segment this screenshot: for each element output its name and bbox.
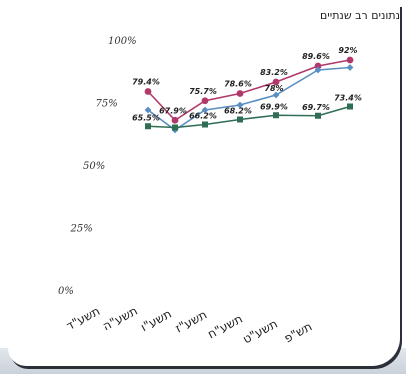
series-2-point	[273, 112, 279, 119]
y-tick-label: 50%	[83, 161, 105, 172]
x-tick-label: תשע"ט	[240, 317, 279, 347]
series-2-point	[315, 112, 321, 119]
data-label: 79.4%	[132, 78, 160, 87]
series-1-point	[201, 106, 209, 114]
y-tick-label: 25%	[70, 224, 93, 235]
x-tick-label: תשע"ז	[173, 307, 209, 335]
x-tick-label: תשע"ד	[64, 304, 102, 333]
series-0-point	[346, 56, 354, 64]
series-2-point	[172, 124, 178, 131]
series-2-point	[347, 103, 353, 110]
series-2-point	[145, 123, 151, 130]
data-label: 92%	[338, 46, 357, 55]
series-1-point	[144, 106, 152, 114]
data-label: 78.6%	[224, 80, 252, 89]
series-0-point	[314, 62, 322, 70]
series-1-point	[346, 64, 354, 71]
x-tick-label: תשע"ה	[100, 304, 139, 334]
series-0-point	[144, 88, 152, 95]
x-tick-label: תש"פ	[282, 319, 315, 345]
series-layer	[144, 56, 354, 134]
data-labels: 79.4% 65.5%67.9% 75.7% 66.2% 78.6% 68.2% 83.2%…	[132, 46, 362, 122]
series-0-point	[236, 90, 244, 97]
chart-title: נתונים רב שנתיים	[320, 9, 400, 22]
data-label: 69.9%	[260, 102, 288, 111]
data-label: 65.5%	[132, 113, 160, 122]
series-2-point	[237, 116, 243, 123]
x-tick-label: תשע"ו	[138, 307, 173, 335]
data-label: 75.7%	[189, 87, 217, 96]
series-2-point	[202, 121, 208, 128]
series-0-point	[201, 97, 209, 105]
series-0-point	[272, 78, 280, 86]
y-axis: 0% 25% 50% 75% 100%	[58, 36, 137, 297]
y-tick-label: 100%	[108, 36, 137, 47]
y-tick-label: 0%	[58, 286, 74, 297]
series-1-point	[314, 66, 322, 74]
series-0-point	[171, 116, 179, 124]
series-1-point	[272, 91, 280, 99]
data-label: 68.2%	[224, 107, 252, 116]
x-tick-label: תשע"ח	[205, 312, 244, 342]
chart-card	[8, 4, 400, 366]
data-label: 69.7%	[302, 103, 330, 112]
data-label: 78%	[264, 84, 283, 93]
data-label: 66.2%	[189, 112, 217, 121]
data-label: 67.9%	[159, 106, 187, 115]
series-1-point	[236, 101, 244, 109]
data-label: 83.2%	[260, 68, 288, 77]
y-tick-label: 75%	[96, 99, 118, 110]
data-label: 89.6%	[302, 52, 330, 61]
data-label: 73.4%	[334, 94, 362, 103]
